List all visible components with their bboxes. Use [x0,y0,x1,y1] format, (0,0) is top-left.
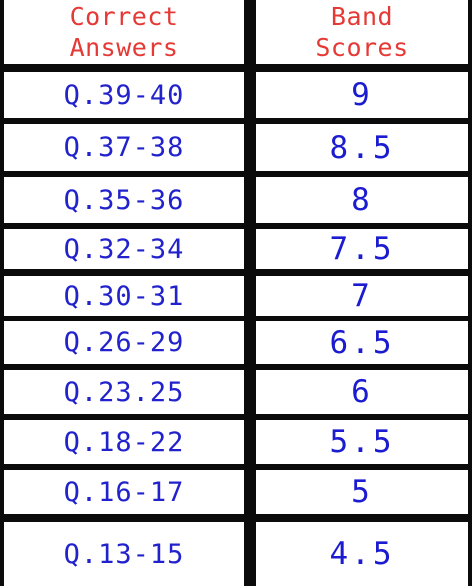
table-row-score-cell: 5 [256,470,468,514]
band-score: 8 [351,182,373,218]
answer-range: Q.18-22 [63,426,185,458]
answer-range: Q.16-17 [63,476,185,508]
answer-range: Q.35-36 [63,184,185,216]
header-band-scores-label: Band Scores [315,2,409,62]
table-row-score-cell: 8.5 [256,124,468,171]
header-correct-answers-label: Correct Answers [69,2,179,62]
table-row-score-cell: 7.5 [256,229,468,269]
table-row-range-cell: Q.23.25 [4,370,244,414]
band-score: 5.5 [329,424,395,460]
table-row-range-cell: Q.30-31 [4,276,244,316]
table-row-range-cell: Q.13-15 [4,522,244,586]
band-score: 8.5 [329,129,395,166]
answer-range: Q.23.25 [63,376,185,408]
band-score: 9 [351,77,373,113]
answer-range: Q.26-29 [63,327,185,358]
band-score: 7.5 [329,231,395,267]
band-score: 5 [351,474,373,510]
table-row-range-cell: Q.35-36 [4,177,244,223]
table-row-score-cell: 5.5 [256,420,468,464]
band-score: 6.5 [329,324,395,361]
table-row-range-cell: Q.32-34 [4,229,244,269]
table-row-score-cell: 4.5 [256,522,468,586]
band-score: 6 [351,374,373,410]
table-row-score-cell: 9 [256,72,468,118]
answer-range: Q.32-34 [63,233,185,265]
answer-range: Q.37-38 [63,132,185,163]
header-band-scores: Band Scores [256,0,468,64]
answer-range: Q.39-40 [63,79,185,111]
band-score: 4.5 [329,536,395,572]
band-score: 7 [351,278,373,314]
table-row-score-cell: 8 [256,177,468,223]
table-row-range-cell: Q.16-17 [4,470,244,514]
answer-range: Q.13-15 [63,538,185,570]
table-row-range-cell: Q.26-29 [4,321,244,364]
answer-range: Q.30-31 [63,280,185,312]
table-row-score-cell: 7 [256,276,468,316]
table-row-score-cell: 6.5 [256,321,468,364]
table-row-score-cell: 6 [256,370,468,414]
table-row-range-cell: Q.18-22 [4,420,244,464]
table-row-range-cell: Q.37-38 [4,124,244,171]
table-row-range-cell: Q.39-40 [4,72,244,118]
header-correct-answers: Correct Answers [4,0,244,64]
